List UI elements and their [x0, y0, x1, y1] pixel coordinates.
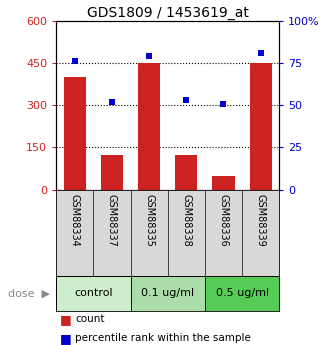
Bar [175, 155, 197, 190]
Text: GSM88334: GSM88334 [70, 194, 80, 247]
Title: GDS1809 / 1453619_at: GDS1809 / 1453619_at [87, 6, 249, 20]
Text: GSM88339: GSM88339 [256, 194, 266, 247]
Bar [249, 63, 272, 190]
Bar [205, 276, 279, 310]
Text: control: control [74, 288, 113, 298]
Point [147, 53, 152, 59]
Text: dose  ▶: dose ▶ [8, 288, 50, 298]
Text: ■: ■ [59, 332, 71, 345]
Bar [64, 77, 86, 190]
Bar [101, 155, 123, 190]
Point [72, 59, 77, 64]
Point [109, 99, 115, 105]
Text: count: count [75, 314, 105, 324]
Text: GSM88338: GSM88338 [181, 194, 191, 247]
Point [258, 50, 263, 56]
Text: ■: ■ [59, 313, 71, 326]
Text: GSM88336: GSM88336 [219, 194, 229, 247]
Text: percentile rank within the sample: percentile rank within the sample [75, 333, 251, 343]
Bar [56, 276, 131, 310]
Bar [213, 176, 235, 190]
Text: 0.5 ug/ml: 0.5 ug/ml [215, 288, 269, 298]
Bar [138, 63, 160, 190]
Text: 0.1 ug/ml: 0.1 ug/ml [141, 288, 194, 298]
Point [221, 101, 226, 106]
Point [184, 97, 189, 103]
Bar [131, 276, 205, 310]
Text: GSM88335: GSM88335 [144, 194, 154, 247]
Text: GSM88337: GSM88337 [107, 194, 117, 247]
